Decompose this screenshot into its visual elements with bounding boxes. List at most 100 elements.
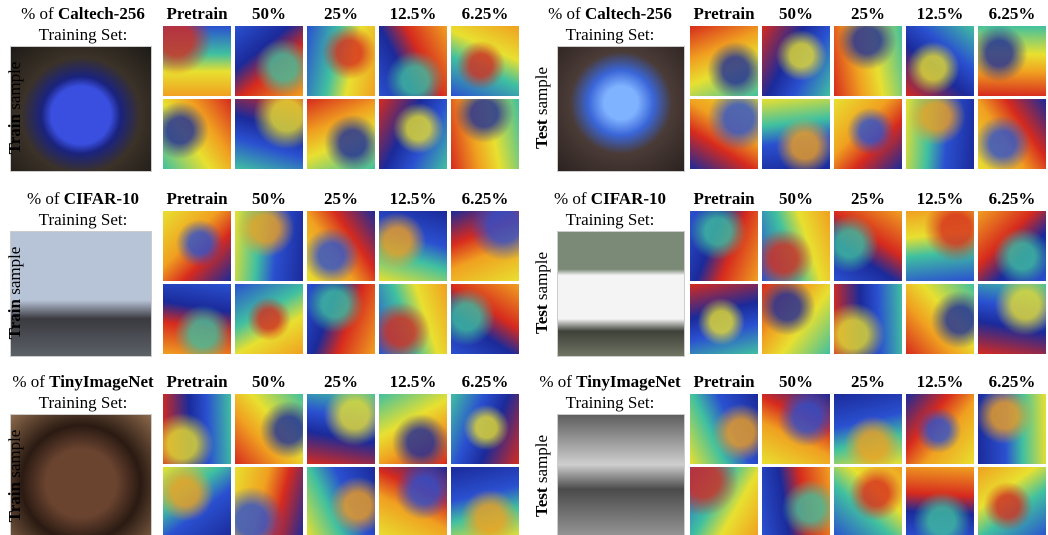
heatmap-tile [307, 467, 375, 535]
heatmap-tile [163, 394, 231, 464]
title-line2: Training Set: [3, 209, 163, 230]
side-label: Test sample [532, 228, 552, 358]
column-header: Pretrain [163, 372, 231, 392]
column-header: 12.5% [379, 4, 447, 24]
heatmap-tile [906, 394, 974, 464]
column-header: 50% [235, 372, 303, 392]
heatmap-tile [451, 211, 519, 281]
heatmap-tile [906, 26, 974, 96]
heatmap-tile [451, 394, 519, 464]
side-label-rest: sample [5, 62, 24, 110]
column-header: 12.5% [379, 189, 447, 209]
column-header: 25% [307, 4, 375, 24]
heatmap-tile [834, 211, 902, 281]
panel-title: % of CIFAR-10 [530, 188, 690, 209]
heatmap-tile [235, 26, 303, 96]
heatmap-tile [379, 284, 447, 354]
heatmap-tile [451, 467, 519, 535]
side-label: Test sample [532, 411, 552, 535]
side-label-bold: Train [5, 482, 24, 522]
heatmap-tile [163, 211, 231, 281]
title-line2: Training Set: [530, 392, 690, 413]
side-label-bold: Test [532, 304, 551, 334]
panel-title: % of Caltech-256 [530, 3, 690, 24]
heatmap-tile [379, 26, 447, 96]
heatmap-tile [690, 99, 758, 169]
heatmap-tile [690, 211, 758, 281]
heatmap-tile [762, 467, 830, 535]
column-header: 6.25% [978, 189, 1046, 209]
side-label: Train sample [5, 411, 25, 535]
side-label-rest: sample [532, 252, 551, 300]
heatmap-tile [379, 394, 447, 464]
title-line2: Training Set: [3, 392, 163, 413]
panel-title: % of CIFAR-10 [3, 188, 163, 209]
side-label-bold: Test [532, 119, 551, 149]
title-line2: Training Set: [530, 24, 690, 45]
dataset-name: Caltech-256 [585, 4, 672, 23]
column-header: 6.25% [451, 4, 519, 24]
column-header: 25% [834, 189, 902, 209]
heatmap-tile [163, 26, 231, 96]
column-header: 50% [762, 189, 830, 209]
column-header: 50% [762, 4, 830, 24]
sample-image [557, 46, 685, 172]
title-prefix: % of [12, 372, 45, 391]
column-header: 6.25% [451, 372, 519, 392]
panel-title: % of TinyImageNet [3, 371, 163, 392]
sample-image [10, 46, 152, 172]
heatmap-tile [307, 99, 375, 169]
title-prefix: % of [27, 189, 60, 208]
heatmap-tile [235, 467, 303, 535]
heatmap-tile [834, 284, 902, 354]
heatmap-tile [762, 284, 830, 354]
column-header: Pretrain [690, 372, 758, 392]
column-header: 6.25% [451, 189, 519, 209]
column-header: 12.5% [906, 372, 974, 392]
figure: % of Caltech-256Training Set:Train sampl… [0, 0, 1048, 535]
column-header: 25% [834, 4, 902, 24]
heatmap-tile [978, 284, 1046, 354]
title-prefix: % of [554, 189, 587, 208]
heatmap-tile [235, 394, 303, 464]
heatmap-tile [978, 394, 1046, 464]
side-label: Test sample [532, 43, 552, 173]
heatmap-tile [834, 26, 902, 96]
column-header: 25% [307, 372, 375, 392]
heatmap-tile [906, 99, 974, 169]
sample-image [557, 414, 685, 535]
dataset-name: TinyImageNet [49, 372, 154, 391]
column-header: 12.5% [906, 4, 974, 24]
heatmap-tile [690, 26, 758, 96]
heatmap-tile [978, 99, 1046, 169]
heatmap-tile [978, 211, 1046, 281]
heatmap-tile [834, 99, 902, 169]
column-header: 25% [834, 372, 902, 392]
column-header: 50% [762, 372, 830, 392]
sample-image [10, 414, 152, 535]
heatmap-tile [834, 394, 902, 464]
side-label-bold: Train [5, 299, 24, 339]
heatmap-tile [379, 467, 447, 535]
side-label: Train sample [5, 43, 25, 173]
heatmap-tile [307, 211, 375, 281]
heatmap-tile [307, 26, 375, 96]
heatmap-tile [978, 26, 1046, 96]
side-label-rest: sample [532, 67, 551, 115]
column-header: Pretrain [690, 189, 758, 209]
side-label-bold: Test [532, 487, 551, 517]
heatmap-tile [762, 394, 830, 464]
side-label-bold: Train [5, 114, 24, 154]
dataset-name: CIFAR-10 [591, 189, 666, 208]
title-line2: Training Set: [530, 209, 690, 230]
sample-image [557, 231, 685, 357]
heatmap-tile [762, 99, 830, 169]
heatmap-tile [762, 211, 830, 281]
heatmap-tile [906, 284, 974, 354]
heatmap-tile [451, 99, 519, 169]
column-header: 50% [235, 4, 303, 24]
heatmap-tile [906, 211, 974, 281]
heatmap-tile [978, 467, 1046, 535]
heatmap-tile [163, 284, 231, 354]
dataset-name: TinyImageNet [576, 372, 681, 391]
